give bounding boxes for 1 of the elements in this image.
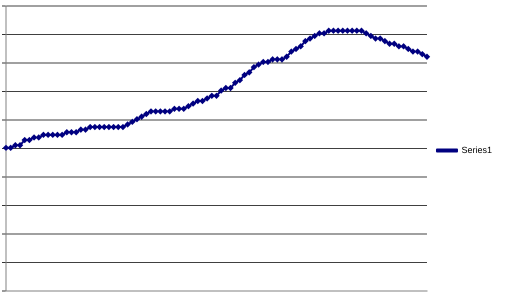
legend-label: Series1 [461, 144, 492, 155]
